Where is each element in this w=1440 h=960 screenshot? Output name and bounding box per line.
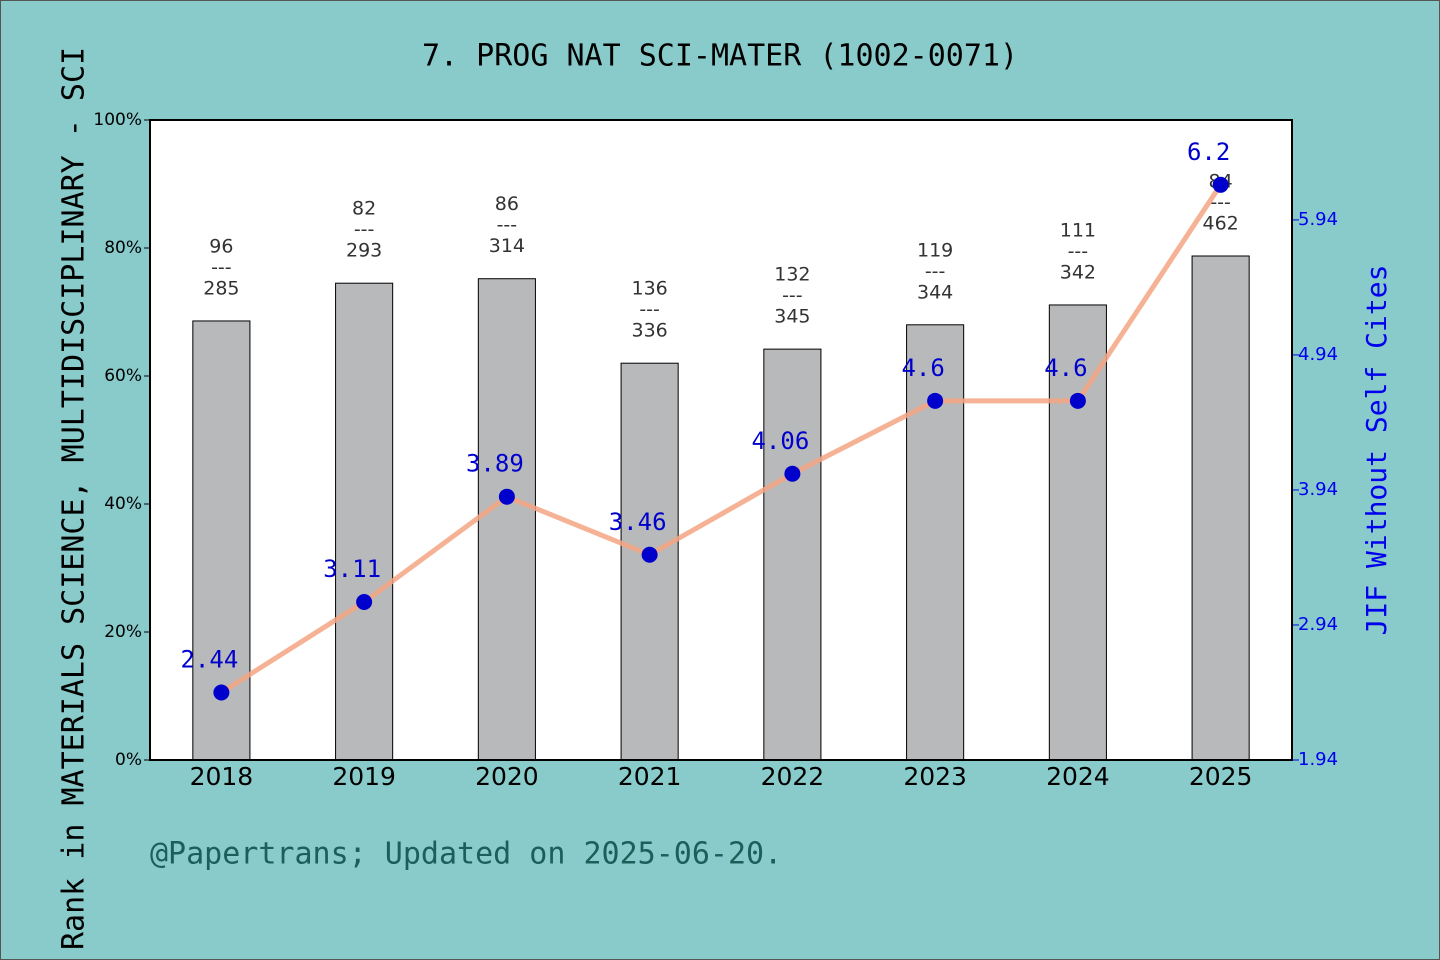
total-label: 342	[1060, 261, 1096, 283]
value-label: 6.2	[1187, 138, 1230, 166]
y2-axis-title: JIF Without Self Cites	[1360, 265, 1393, 636]
footer: @Papertrans; Updated on 2025-06-20.	[150, 837, 782, 872]
plot-frame	[149, 119, 1293, 761]
value-label: 3.46	[609, 508, 667, 536]
value-label: 4.6	[901, 354, 944, 382]
bar	[906, 324, 965, 761]
rank-label: 119	[917, 239, 953, 261]
y2-tick-label: 1.94	[1298, 749, 1338, 770]
rank-separator: ---	[354, 219, 375, 241]
rank-label: 82	[352, 198, 376, 220]
y2-tick-label: 2.94	[1298, 614, 1338, 635]
x-tick-label: 2022	[761, 762, 825, 791]
y2-tick-label: 5.94	[1298, 209, 1338, 230]
marker	[927, 392, 944, 409]
x-tick-label: 2023	[903, 762, 967, 791]
x-tick-label: 2018	[190, 762, 254, 791]
plot-area	[150, 120, 1292, 760]
value-label: 4.06	[751, 427, 809, 455]
total-label: 462	[1202, 213, 1238, 235]
rank-separator: ---	[211, 256, 232, 278]
value-label: 4.6	[1044, 354, 1087, 382]
bar	[1048, 304, 1107, 761]
marker	[1069, 392, 1086, 409]
rank-label: 111	[1060, 219, 1096, 241]
rank-separator: ---	[1068, 240, 1089, 262]
marker	[784, 465, 801, 482]
rank-label: 96	[209, 235, 233, 257]
bar	[763, 348, 822, 761]
rank-label: 132	[774, 264, 810, 286]
marker	[1212, 176, 1229, 193]
rank-label: 86	[495, 193, 519, 215]
y-tick-label: 100%	[93, 110, 142, 130]
value-label: 3.11	[323, 555, 381, 583]
x-tick-label: 2020	[475, 762, 539, 791]
rank-separator: ---	[639, 299, 660, 321]
total-label: 336	[631, 320, 667, 342]
rank-separator: ---	[925, 260, 946, 282]
marker	[356, 594, 373, 611]
value-label: 3.89	[466, 450, 524, 478]
x-tick-label: 2019	[332, 762, 396, 791]
rank-separator: ---	[782, 285, 803, 307]
y2-tick-label: 4.94	[1298, 344, 1338, 365]
total-label: 345	[774, 306, 810, 328]
x-tick-label: 2025	[1189, 762, 1253, 791]
total-label: 344	[917, 281, 953, 303]
x-tick-label: 2024	[1046, 762, 1110, 791]
total-label: 293	[346, 240, 382, 262]
rank-separator: ---	[497, 214, 518, 236]
value-label: 2.44	[180, 645, 238, 673]
marker	[498, 488, 515, 505]
total-label: 285	[203, 277, 239, 299]
bar	[1191, 255, 1250, 761]
bar	[477, 278, 536, 761]
y-tick-label: 40%	[104, 494, 142, 514]
x-tick-label: 2021	[618, 762, 682, 791]
marker	[641, 546, 658, 563]
line	[220, 183, 1223, 695]
y2-tick-label: 3.94	[1298, 479, 1338, 500]
y-tick-label: 60%	[104, 366, 142, 386]
y-tick-label: 80%	[104, 238, 142, 258]
rank-label: 136	[631, 278, 667, 300]
y-tick-label: 0%	[115, 750, 142, 770]
bar	[335, 282, 394, 761]
y-axis-title: Rank in MATERIALS SCIENCE, MULTIDISCIPLI…	[57, 47, 92, 950]
marker	[213, 684, 230, 701]
total-label: 314	[489, 235, 525, 257]
chart-title: 7. PROG NAT SCI-MATER (1002-0071)	[422, 39, 1018, 74]
y-tick-label: 20%	[104, 622, 142, 642]
